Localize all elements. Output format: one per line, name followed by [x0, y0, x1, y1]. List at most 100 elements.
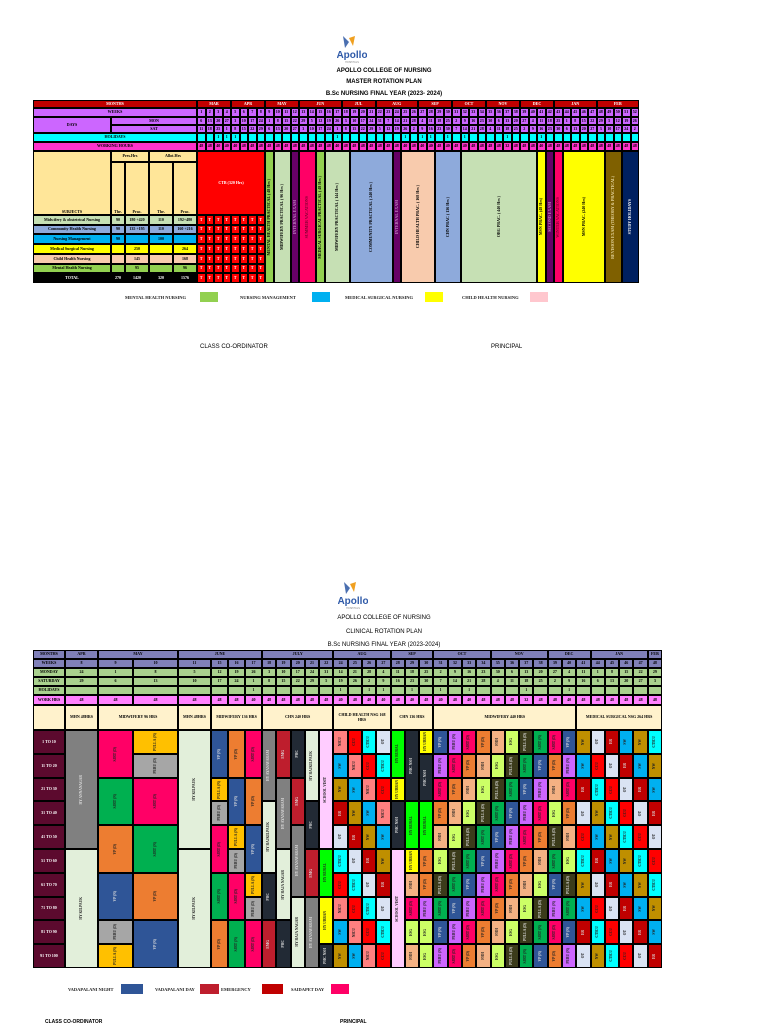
saturday-date: 12	[384, 125, 393, 133]
working-hours-value: 48	[511, 142, 520, 151]
posting-cell-text: VP (N)	[112, 891, 117, 902]
week-number: 13	[299, 108, 308, 117]
monday-date-text: 17	[295, 669, 300, 675]
posting-cell: SJRT (N)	[447, 872, 462, 897]
ctb-t-cell-text: T	[216, 226, 220, 232]
saturday-date-text: 8	[344, 125, 347, 131]
posting-cell: PERU (D)	[211, 801, 228, 826]
posting-cell: PULLA (D)	[519, 730, 534, 754]
week-number-text: 9	[114, 660, 117, 666]
saturday-date-text: 10	[192, 678, 197, 684]
posting-cell: CTICU	[333, 849, 348, 873]
rotation-block-text: INTERNAL EXAM	[291, 199, 297, 235]
week-number: 25	[401, 108, 410, 117]
posting-cell-text: NICU	[366, 784, 371, 795]
posting-block-header: MHN 48HRS	[178, 705, 211, 730]
posting-cell: SW	[333, 920, 348, 945]
posting-cell-text: PERU (N)	[480, 876, 485, 893]
work-hours-value-text: 48	[234, 696, 239, 702]
pres-theory	[111, 244, 125, 254]
work-hours-value: 48	[211, 695, 228, 705]
posting-cell: IOG	[490, 944, 505, 968]
posting-cell-text: PULLA (D)	[523, 732, 528, 751]
posting-cell: NICU	[362, 777, 377, 802]
week-number: 41	[576, 659, 591, 668]
posting-cell-text: PERU (D)	[152, 757, 157, 774]
posting-cell-text: OT	[594, 882, 599, 888]
holiday-count: 1	[231, 133, 240, 142]
posting-cell-text: PERU (N)	[451, 924, 456, 941]
subject-name: Medical Surgical Nursing	[33, 244, 111, 254]
ctb-t-cell-text: T	[216, 265, 220, 271]
posting-cell-text: CCU	[380, 785, 385, 794]
saturday-date-text: 11	[199, 125, 204, 131]
week-number: 14	[307, 108, 316, 117]
week-number: 48	[647, 659, 662, 668]
work-hours-value: 48	[178, 695, 211, 705]
posting-cell: SJRT (D)	[433, 777, 448, 802]
saturday-date: 16	[390, 677, 405, 686]
posting-cell: OT	[619, 777, 634, 802]
ctb-t-cell-text: T	[259, 245, 263, 251]
clinical-plan-title: CLINICAL ROTATION PLAN	[346, 629, 422, 635]
holiday-count	[178, 686, 211, 695]
posting-cell: PULLA (D)	[504, 753, 520, 778]
posting-cell-text: PERU (D)	[233, 853, 238, 869]
ctb-t-cell: T	[248, 263, 257, 274]
saturday-date: 19	[333, 677, 348, 686]
posting-cell: PERU (N)	[476, 872, 491, 897]
student-group-label-text: 91 TO 100	[40, 952, 58, 958]
posting-cell: ER	[633, 777, 648, 802]
monday-date: 29	[596, 117, 605, 125]
saturday-date: 22	[358, 125, 367, 133]
week-number: 34	[477, 108, 486, 117]
holiday-count	[282, 133, 291, 142]
posting-cell-text: NICU	[380, 808, 385, 818]
posting-cell-text: ER	[651, 953, 656, 959]
working-hours-value: 40	[426, 142, 435, 151]
saturday-date-text: 14	[452, 678, 457, 684]
ctb-t-cell-text: T	[199, 265, 203, 271]
holiday-count-text: 1	[446, 134, 449, 140]
posting-cell-text: NW	[651, 905, 656, 912]
saturday-date-text: 13	[153, 678, 158, 684]
monday-date: 3	[231, 117, 240, 125]
posting-block-header: CHN 240 HRS	[262, 705, 334, 730]
monday-date-text: 24	[79, 669, 84, 675]
month-header: JUNE	[178, 650, 262, 659]
week-number: 40	[562, 659, 577, 668]
posting-cell-text: SJRT (D)	[233, 889, 238, 904]
posting-cell: VP (N)	[533, 753, 548, 778]
ctb-t-cell: T	[205, 263, 214, 274]
posting-cell-text: SW	[609, 858, 614, 864]
posting-cell: ER	[376, 872, 391, 897]
working-hours-value-text: 48	[471, 143, 476, 149]
working-hours-value: 40	[418, 142, 427, 151]
monday-date-text: 31	[324, 669, 329, 675]
posting-cell: CCU	[362, 920, 377, 945]
ctb-t-cell-text: T	[242, 236, 246, 242]
posting-cell-text: SCHOOL VISIT	[394, 895, 399, 922]
posting-cell-text: SJRT (N)	[523, 758, 528, 773]
saturday-date-text: 29	[79, 678, 84, 684]
working-hours-value-text: 40	[462, 143, 467, 149]
posting-cell-text: CTICU	[580, 855, 585, 867]
week-number: 11	[282, 108, 291, 117]
ctb-t-cell-text: T	[242, 245, 246, 251]
posting-cell-text: IOG	[566, 857, 571, 865]
year-title-2: B.Sc NURSING FINAL YEAR (2023-2024)	[327, 642, 441, 648]
posting-cell-text: SW	[580, 905, 585, 912]
week-number: 5	[231, 108, 240, 117]
week-number: 44	[562, 108, 571, 117]
monday-date-text: 11	[539, 117, 544, 123]
posting-cell-text: VP (D)	[551, 760, 556, 771]
posting-cell-text: PERU (N)	[551, 900, 556, 917]
student-group-label-text: 71 TO 80	[41, 905, 57, 911]
posting-cell: NW	[576, 730, 591, 754]
saturday-date: 10	[605, 125, 614, 133]
ctb-t-cell: T	[231, 263, 240, 274]
saturday-date: 2	[362, 677, 377, 686]
ctb-t-cell-text: T	[233, 265, 237, 271]
rotation-block: SUMMER VACATIONS	[299, 151, 316, 283]
posting-cell: PULLA (D)	[547, 825, 562, 849]
